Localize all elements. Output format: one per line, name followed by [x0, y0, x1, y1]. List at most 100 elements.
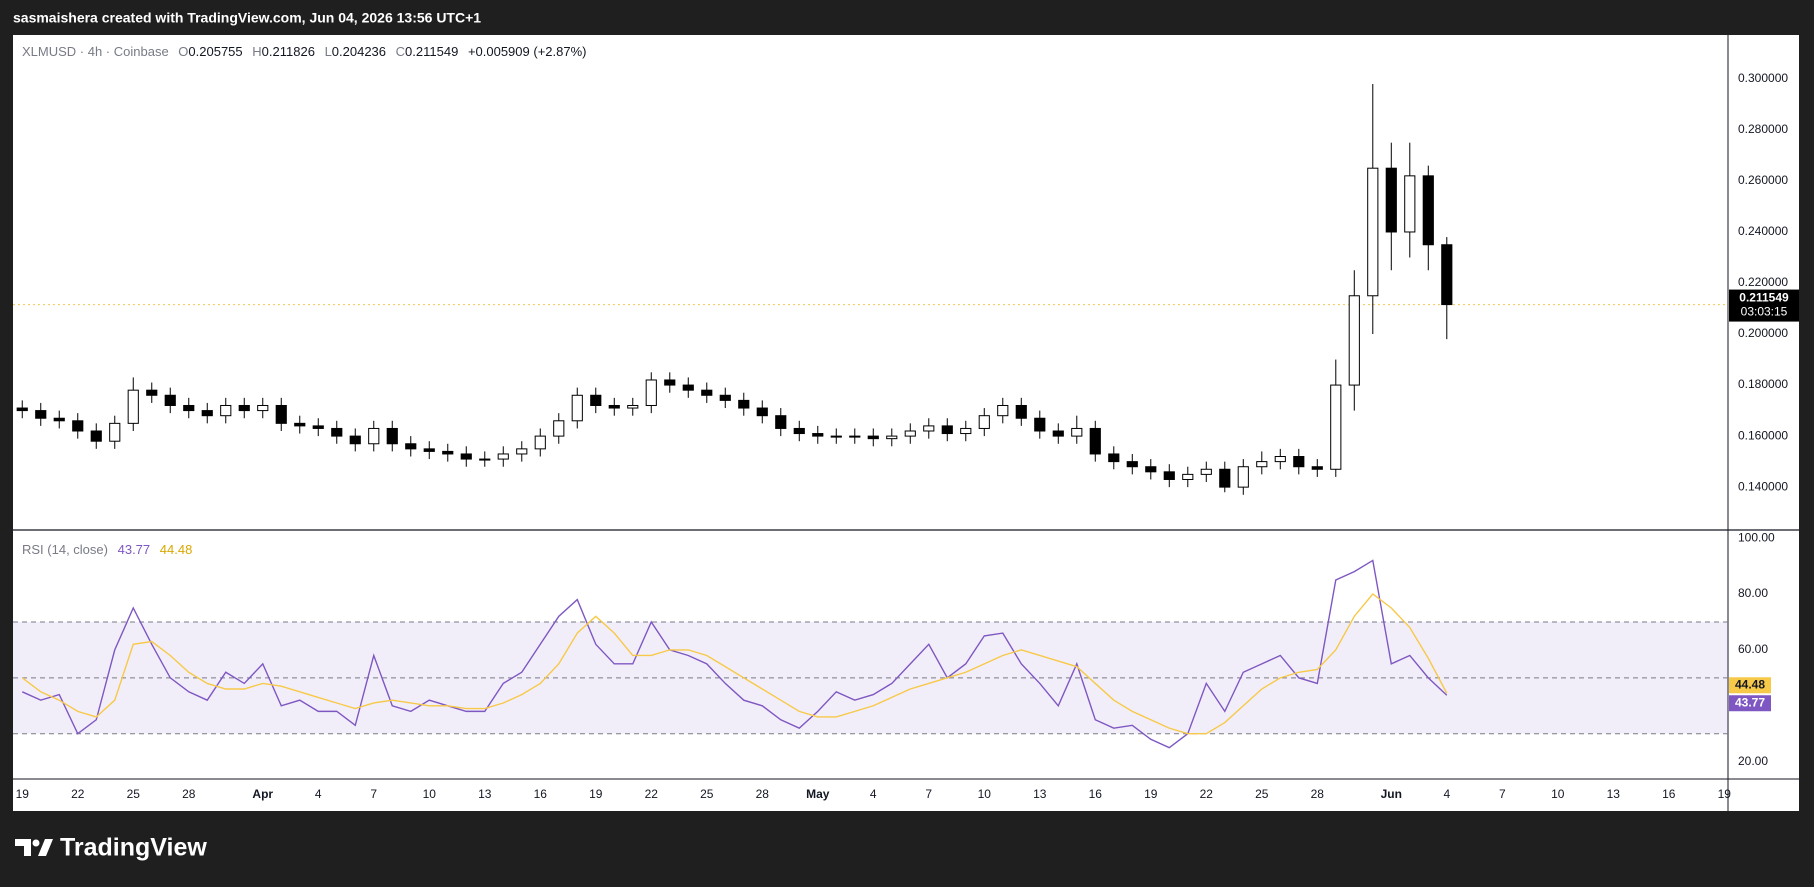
candle-body	[1034, 417, 1046, 432]
y-tick-label: 0.140000	[1738, 479, 1788, 493]
chart-panel	[13, 35, 1799, 811]
rsi-tag-value: 43.77	[1735, 695, 1765, 709]
candle-body	[1237, 466, 1249, 488]
candle-body	[867, 435, 879, 440]
candle-body	[960, 427, 972, 435]
x-tick-label: 10	[978, 787, 992, 801]
y-tick-label: 0.260000	[1738, 173, 1788, 187]
candle-body	[719, 394, 731, 401]
x-tick-label: 4	[1443, 787, 1450, 801]
candle-body	[1126, 461, 1138, 468]
candle-body	[1367, 167, 1379, 297]
rsi-legend: RSI (14, close) 43.77 44.48	[22, 542, 192, 557]
x-tick-label: 10	[423, 787, 437, 801]
candle-body	[812, 433, 824, 437]
candle-body	[941, 425, 953, 435]
candle-body	[1311, 466, 1323, 470]
candle-body	[608, 404, 620, 409]
candle-body	[553, 420, 565, 437]
candle-body	[1015, 404, 1027, 419]
candle-body	[497, 453, 509, 460]
x-tick-label: 7	[370, 787, 377, 801]
candle-body	[923, 425, 935, 432]
candle-body	[220, 404, 232, 417]
x-tick-label: 25	[1255, 787, 1269, 801]
rsi-ma-value: 44.48	[160, 542, 193, 557]
caption: sasmaishera created with TradingView.com…	[13, 10, 481, 26]
candle-body	[1052, 430, 1064, 437]
candle-body	[978, 415, 990, 429]
y-tick-label: 0.200000	[1738, 326, 1788, 340]
rsi-value: 43.77	[118, 542, 151, 557]
x-tick-label: 22	[1200, 787, 1214, 801]
h-key: H	[252, 44, 261, 59]
o-key: O	[178, 44, 188, 59]
candle-body	[16, 407, 28, 412]
candle-body	[72, 420, 84, 432]
x-tick-label: 25	[700, 787, 714, 801]
y-tick-label: 0.240000	[1738, 224, 1788, 238]
candle-body	[682, 384, 694, 391]
candle-body	[738, 399, 750, 409]
candle-body	[997, 404, 1009, 417]
x-tick-label: 28	[182, 787, 196, 801]
y-tick-label: 100.00	[1738, 530, 1775, 544]
candle-body	[627, 404, 639, 409]
x-tick-label: 19	[1144, 787, 1158, 801]
x-tick-label: 19	[16, 787, 30, 801]
logo-dot	[32, 839, 40, 847]
y-tick-label: 0.220000	[1738, 275, 1788, 289]
x-tick-label: 16	[1662, 787, 1676, 801]
x-tick-label: 7	[1499, 787, 1506, 801]
c-value: 0.211549	[405, 44, 458, 59]
candle-body	[849, 435, 861, 438]
logo	[15, 839, 53, 856]
candle-body	[405, 443, 417, 450]
candle-body	[479, 458, 491, 461]
x-tick-label: 19	[1718, 787, 1732, 801]
x-tick-label: Jun	[1381, 787, 1402, 801]
candle-body	[1441, 244, 1453, 306]
o-value: 0.205755	[188, 44, 242, 59]
x-tick-label: 7	[925, 787, 932, 801]
l-key: L	[325, 44, 332, 59]
candle-body	[775, 415, 787, 429]
candle-body	[349, 435, 361, 445]
y-tick-label: 0.160000	[1738, 428, 1788, 442]
rsi-line	[21, 593, 1448, 735]
candle-body	[460, 453, 472, 460]
candle-body	[793, 427, 805, 435]
candle-body	[1404, 175, 1416, 233]
candle-body	[1385, 167, 1397, 233]
candle-body	[1422, 175, 1434, 246]
y-tick-label: 80.00	[1738, 586, 1768, 600]
rsi-tag	[1729, 695, 1771, 712]
candle-body	[1182, 473, 1194, 480]
candle-body	[442, 450, 454, 455]
x-tick-label: 13	[478, 787, 492, 801]
candle-body	[127, 389, 139, 424]
x-tick-label: 13	[1033, 787, 1047, 801]
candle-body	[1089, 427, 1101, 455]
candle-body	[294, 422, 306, 427]
candle-body	[423, 448, 435, 452]
candle-body	[534, 435, 546, 450]
candle-body	[164, 394, 176, 406]
candle-body	[1348, 295, 1360, 386]
logo-mark	[15, 839, 53, 856]
x-tick-label: 22	[645, 787, 659, 801]
candle-body	[756, 407, 768, 417]
candle-body	[1200, 468, 1212, 475]
y-tick-label: 0.280000	[1738, 122, 1788, 136]
candle-body	[201, 410, 213, 417]
candle-body	[275, 404, 287, 424]
y-tick-label: 60.00	[1738, 642, 1768, 656]
price-countdown: 03:03:15	[1741, 305, 1788, 319]
x-tick-label: 22	[71, 787, 85, 801]
rsi-title: RSI (14, close)	[22, 542, 108, 557]
candle-body	[331, 427, 343, 437]
x-tick-label: May	[806, 787, 830, 801]
candle-body	[590, 394, 602, 406]
candle-body	[645, 379, 657, 406]
